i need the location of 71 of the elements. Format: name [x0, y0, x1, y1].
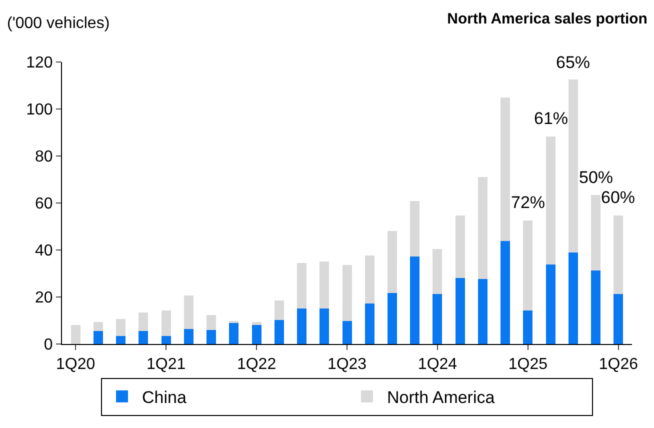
bar: [591, 194, 601, 270]
bar: [410, 200, 420, 257]
bar: [500, 240, 510, 344]
x-tick-label: 1Q20: [56, 356, 96, 374]
x-tick-label: 1Q24: [418, 356, 458, 374]
bar: [432, 294, 442, 344]
bar: [364, 256, 374, 304]
bar: [252, 322, 262, 325]
legend-label: North America: [387, 388, 496, 408]
x-tick-label: 1Q23: [327, 356, 367, 374]
bar: [229, 322, 239, 344]
x-tick-label: 1Q22: [236, 356, 276, 374]
bar: [455, 215, 465, 278]
x-tick-label: 1Q21: [146, 356, 186, 374]
bar: [478, 279, 488, 344]
bar: [568, 80, 578, 253]
bar: [455, 278, 465, 344]
bar: [614, 215, 624, 294]
y-tick-label: 20: [35, 290, 53, 307]
bar: [93, 330, 103, 344]
bar: [93, 322, 103, 331]
bar: [274, 320, 284, 344]
bar: [523, 310, 533, 344]
bar: [387, 231, 397, 294]
bar: [342, 321, 352, 344]
bar: [138, 312, 148, 331]
y-tick-label: 60: [35, 196, 53, 213]
bar: [523, 220, 533, 311]
bar: [252, 324, 262, 344]
bar: [478, 177, 488, 280]
bar: [274, 300, 284, 320]
bar: [206, 315, 216, 330]
bar: [568, 252, 578, 344]
bar: [614, 294, 624, 344]
bar: [591, 270, 601, 344]
x-tick-label: 1Q25: [508, 356, 548, 374]
bar: [184, 328, 194, 344]
annotation: 72%: [511, 193, 546, 212]
bar: [432, 248, 442, 294]
bar: [70, 324, 80, 344]
bar: [364, 303, 374, 344]
annotation: 65%: [556, 53, 590, 72]
bar: [387, 293, 397, 344]
y-tick-label: 40: [35, 242, 53, 260]
y-axis-title: ('000 vehicles): [7, 15, 110, 32]
bar: [320, 261, 330, 308]
bar: [320, 308, 330, 344]
bar: [342, 265, 352, 322]
x-tick-label: 1Q26: [598, 356, 638, 374]
annotation: 50%: [579, 168, 614, 187]
bar: [161, 310, 171, 336]
bar: [138, 330, 148, 344]
legend-label: China: [142, 388, 187, 408]
y-tick-label: 80: [35, 148, 53, 166]
bar: [410, 256, 420, 344]
bar: [297, 263, 307, 308]
y-tick-label: 0: [44, 336, 53, 354]
bar: [546, 264, 556, 344]
chart-title: North America sales portion: [447, 10, 648, 28]
bar: [184, 296, 194, 329]
bar: [546, 136, 556, 265]
annotation: 60%: [601, 188, 636, 207]
bar: [206, 330, 216, 344]
y-tick-label: 120: [26, 54, 53, 72]
bar: [116, 336, 126, 344]
bar: [500, 97, 510, 241]
bar: [161, 336, 171, 344]
bar: [297, 308, 307, 344]
bar: [116, 319, 126, 336]
y-tick-label: 100: [26, 102, 53, 119]
annotation: 61%: [534, 109, 568, 128]
